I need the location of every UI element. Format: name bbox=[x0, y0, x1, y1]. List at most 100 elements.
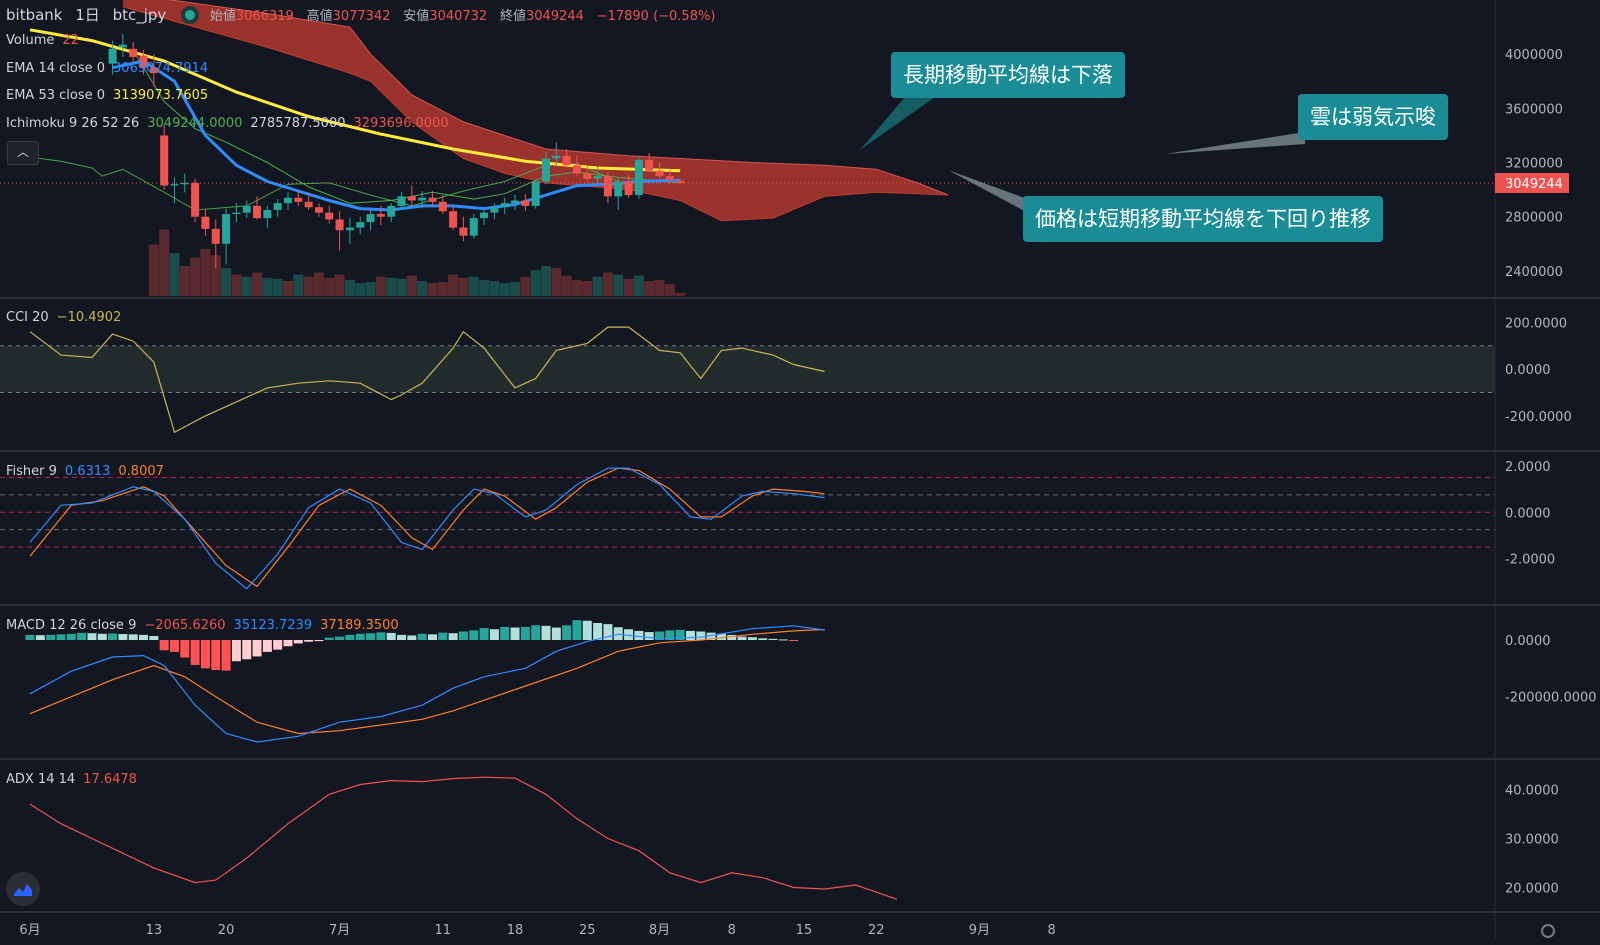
macd-histogram-bar bbox=[696, 631, 706, 640]
ema14-value: 3069074.7914 bbox=[113, 61, 209, 76]
candle-body bbox=[542, 158, 550, 182]
macd-histogram-bar bbox=[737, 636, 747, 640]
interval-label: 1日 bbox=[75, 6, 100, 24]
macd-histogram-bar bbox=[293, 640, 303, 644]
candle-body bbox=[108, 48, 117, 64]
macd-histogram-bar bbox=[139, 634, 149, 640]
cci-legend[interactable]: CCI 20 −10.4902 bbox=[6, 310, 129, 325]
macd-histogram-bar bbox=[46, 634, 56, 640]
symbol-name: btc_jpy bbox=[112, 6, 167, 24]
candle-body bbox=[201, 216, 210, 229]
price-axis-tick: 3200000 bbox=[1505, 157, 1563, 172]
candle-body bbox=[139, 55, 148, 68]
volume-bar bbox=[654, 279, 665, 296]
macd-value-3: 37189.3500 bbox=[320, 618, 399, 633]
candle-body bbox=[407, 196, 416, 201]
macd-histogram-bar bbox=[324, 637, 334, 640]
candle-body bbox=[449, 211, 458, 228]
tradingview-logo-icon[interactable] bbox=[6, 872, 40, 906]
time-axis-tick: 6月 bbox=[19, 923, 40, 938]
candle-body bbox=[366, 214, 375, 223]
volume-bar bbox=[613, 274, 624, 296]
volume-bar bbox=[582, 281, 593, 296]
volume-bar bbox=[334, 274, 345, 296]
candle-body bbox=[665, 176, 674, 181]
ichimoku-span-a bbox=[167, 0, 949, 196]
ema14-legend[interactable]: EMA 14 close 0 3069074.7914 bbox=[6, 61, 216, 76]
macd-histogram-bar bbox=[458, 631, 468, 640]
volume-bar bbox=[283, 281, 293, 296]
volume-legend[interactable]: Volume 22 bbox=[6, 33, 87, 48]
ichimoku-label: Ichimoku 9 26 52 26 bbox=[6, 116, 140, 131]
macd-histogram-bar bbox=[304, 640, 314, 642]
volume-bar bbox=[644, 281, 655, 296]
macd-histogram-bar bbox=[252, 640, 262, 657]
macd-histogram-bar bbox=[211, 640, 221, 671]
macd-histogram-bar bbox=[427, 634, 437, 640]
volume-bar bbox=[252, 272, 263, 296]
logo-glyph bbox=[14, 884, 32, 896]
macd-legend[interactable]: MACD 12 26 close 9 −2065.6260 35123.7239 37… bbox=[6, 618, 407, 633]
macd-histogram-bar bbox=[510, 627, 520, 640]
time-axis-tick: 8 bbox=[1048, 923, 1056, 938]
fisher-legend[interactable]: Fisher 9 0.6313 0.8007 bbox=[6, 464, 172, 479]
cci-label: CCI 20 bbox=[6, 310, 49, 325]
macd-value-2: 35123.7239 bbox=[233, 618, 313, 633]
macd-histogram-bar bbox=[541, 625, 551, 640]
ichimoku-legend[interactable]: Ichimoku 9 26 52 26 3049244.0000 2785787.5… bbox=[6, 116, 457, 131]
macd-histogram-bar bbox=[345, 634, 355, 640]
volume-bar bbox=[148, 244, 159, 296]
candle-body bbox=[521, 200, 530, 206]
macd-histogram-bar bbox=[613, 627, 623, 640]
macd-value-1: −2065.6260 bbox=[144, 618, 226, 633]
cci-value: −10.4902 bbox=[56, 310, 122, 325]
adx-axis-tick: 40.0000 bbox=[1505, 783, 1559, 798]
volume-bar bbox=[499, 283, 510, 296]
candle-body bbox=[129, 48, 138, 57]
macd-histogram-bar bbox=[200, 640, 210, 669]
change-value: −17890 (−0.58%) bbox=[596, 9, 716, 24]
candle-body bbox=[562, 155, 571, 166]
macd-histogram-bar bbox=[582, 620, 592, 640]
volume-label: Volume bbox=[6, 33, 55, 48]
macd-histogram-bar bbox=[655, 631, 665, 640]
ema53-legend[interactable]: EMA 53 close 0 3139073.7605 bbox=[6, 88, 216, 103]
volume-bar bbox=[664, 284, 675, 296]
adx-axis-tick: 30.0000 bbox=[1505, 832, 1559, 847]
macd-histogram-bar bbox=[778, 639, 788, 641]
price-axis-tick: 2800000 bbox=[1505, 211, 1563, 226]
candle-body bbox=[593, 176, 602, 179]
macd-histogram-bar bbox=[56, 634, 66, 640]
volume-bar bbox=[190, 257, 201, 296]
macd-histogram-bar bbox=[706, 632, 716, 640]
candle-body bbox=[273, 203, 282, 210]
ema53-value: 3139073.7605 bbox=[113, 88, 209, 103]
macd-histogram-bar bbox=[25, 634, 35, 640]
macd-histogram-bar bbox=[242, 640, 252, 660]
macd-histogram-bar bbox=[665, 630, 675, 640]
collapse-legend-button[interactable]: ︿ bbox=[7, 141, 39, 165]
volume-bar bbox=[386, 277, 397, 296]
macd-histogram-bar bbox=[283, 640, 293, 647]
candle-body bbox=[170, 184, 179, 186]
volume-value: 22 bbox=[62, 33, 79, 48]
candle-body bbox=[418, 197, 427, 201]
volume-bar bbox=[159, 229, 170, 296]
callout-pointer-cloud bbox=[1165, 132, 1305, 154]
candle-body bbox=[191, 182, 200, 217]
macd-histogram-bar bbox=[397, 634, 407, 640]
volume-bar bbox=[355, 283, 366, 296]
volume-bar bbox=[313, 272, 324, 296]
macd-histogram-bar bbox=[231, 640, 241, 662]
adx-legend[interactable]: ADX 14 14 17.6478 bbox=[6, 772, 145, 787]
last-price-tag-label: 3049244 bbox=[1505, 177, 1563, 192]
candle-body bbox=[335, 219, 344, 231]
settings-gear-icon[interactable] bbox=[1541, 924, 1555, 938]
macd-histogram-bar bbox=[108, 633, 118, 640]
macd-histogram-bar bbox=[644, 632, 654, 640]
candle-body bbox=[118, 44, 127, 48]
macd-histogram-bar bbox=[562, 625, 572, 640]
time-axis-tick: 20 bbox=[218, 923, 235, 938]
